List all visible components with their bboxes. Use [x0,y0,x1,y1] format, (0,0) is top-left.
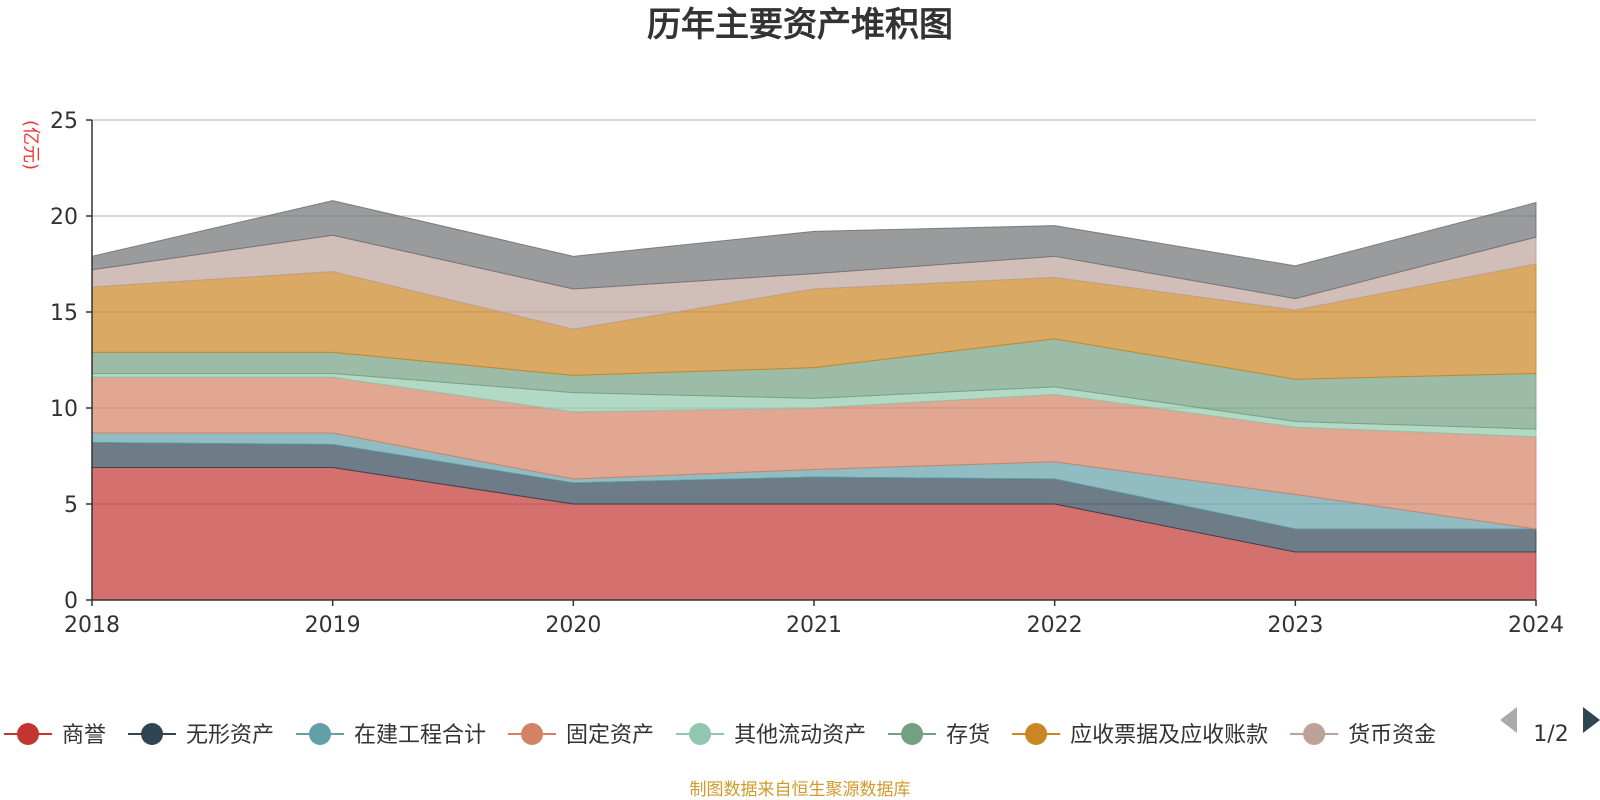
x-tick-label: 2023 [1267,613,1323,638]
chart-title: 历年主要资产堆积图 [647,5,953,45]
x-tick-label: 2020 [545,613,601,638]
legend-label: 无形资产 [186,723,274,748]
legend-marker-icon [1303,723,1326,745]
legend-item[interactable]: 货币资金 [1290,723,1436,748]
legend-item[interactable]: 商誉 [4,723,106,748]
area-series-8 [91,200,1537,300]
legend-label: 货币资金 [1348,723,1436,748]
legend-item[interactable]: 存货 [888,723,990,748]
y-ticks: 0 5 10 15 20 25 [50,109,92,614]
y-tick-label: 5 [64,493,78,518]
x-tick-label: 2022 [1027,613,1083,638]
x-tick-label: 2021 [786,613,842,638]
legend-marker-icon [17,723,39,745]
legend-item[interactable]: 应收票据及应收账款 [1012,723,1268,748]
legend-label: 应收票据及应收账款 [1070,723,1268,748]
legend-marker-icon [521,723,544,745]
legend-prev-arrow-icon[interactable] [1500,707,1517,733]
legend-pager: 1/2 [1500,707,1600,747]
legend-marker-icon [1025,723,1048,745]
legend-marker-icon [309,723,332,745]
legend-page-indicator: 1/2 [1533,722,1568,747]
legend-label: 固定资产 [566,723,654,748]
x-tick-label: 2018 [64,613,120,638]
legend-marker-icon [901,723,924,745]
legend-marker-icon [141,723,164,745]
legend-marker-icon [689,723,712,745]
area-series [91,200,1537,601]
y-tick-label: 10 [50,397,78,422]
x-ticks: 2018 2019 2020 2021 2022 2023 2024 [64,600,1564,638]
legend-label: 存货 [946,723,990,748]
legend-item[interactable]: 无形资产 [128,723,274,748]
y-tick-label: 15 [50,301,78,326]
y-tick-label: 20 [50,205,78,230]
legend-item[interactable]: 固定资产 [508,723,654,748]
x-tick-label: 2024 [1508,613,1564,638]
legend-item[interactable]: 在建工程合计 [296,723,486,748]
legend-next-arrow-icon[interactable] [1583,707,1600,733]
legend-label: 商誉 [62,723,106,748]
y-tick-label: 0 [64,589,78,614]
y-tick-label: 25 [50,109,78,134]
x-tick-label: 2019 [305,613,361,638]
legend-label: 其他流动资产 [734,723,866,748]
legend: 商誉 无形资产 在建工程合计 固定资产 其他流动资产 存货 应收票据及应收账款 货币资金 [4,723,1436,748]
legend-item[interactable]: 其他流动资产 [676,723,866,748]
y-axis-label: (亿元) [20,120,41,170]
source-note: 制图数据来自恒生聚源数据库 [690,780,911,800]
legend-label: 在建工程合计 [354,723,486,748]
